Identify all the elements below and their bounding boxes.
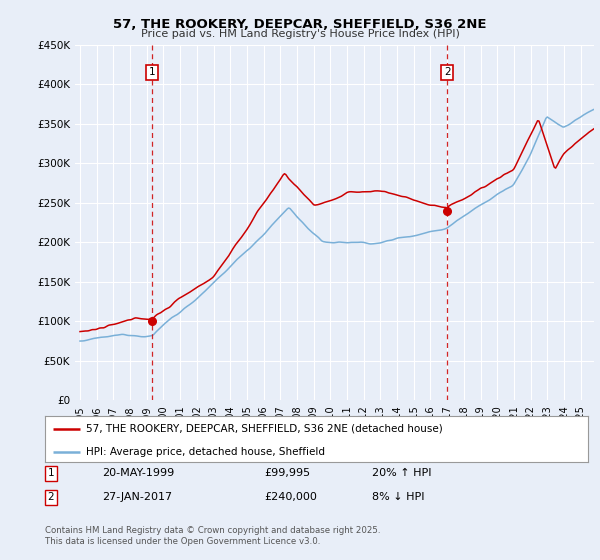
Text: HPI: Average price, detached house, Sheffield: HPI: Average price, detached house, Shef…: [86, 447, 325, 457]
Text: 1: 1: [149, 67, 155, 77]
Text: 27-JAN-2017: 27-JAN-2017: [102, 492, 172, 502]
Text: 1: 1: [47, 468, 55, 478]
Text: £99,995: £99,995: [264, 468, 310, 478]
Text: 2: 2: [47, 492, 55, 502]
Text: Price paid vs. HM Land Registry's House Price Index (HPI): Price paid vs. HM Land Registry's House …: [140, 29, 460, 39]
Text: 57, THE ROOKERY, DEEPCAR, SHEFFIELD, S36 2NE: 57, THE ROOKERY, DEEPCAR, SHEFFIELD, S36…: [113, 18, 487, 31]
Text: 20% ↑ HPI: 20% ↑ HPI: [372, 468, 431, 478]
Text: 20-MAY-1999: 20-MAY-1999: [102, 468, 174, 478]
Text: 8% ↓ HPI: 8% ↓ HPI: [372, 492, 425, 502]
Text: £240,000: £240,000: [264, 492, 317, 502]
Text: Contains HM Land Registry data © Crown copyright and database right 2025.
This d: Contains HM Land Registry data © Crown c…: [45, 526, 380, 546]
Text: 57, THE ROOKERY, DEEPCAR, SHEFFIELD, S36 2NE (detached house): 57, THE ROOKERY, DEEPCAR, SHEFFIELD, S36…: [86, 423, 442, 433]
Text: 2: 2: [444, 67, 451, 77]
